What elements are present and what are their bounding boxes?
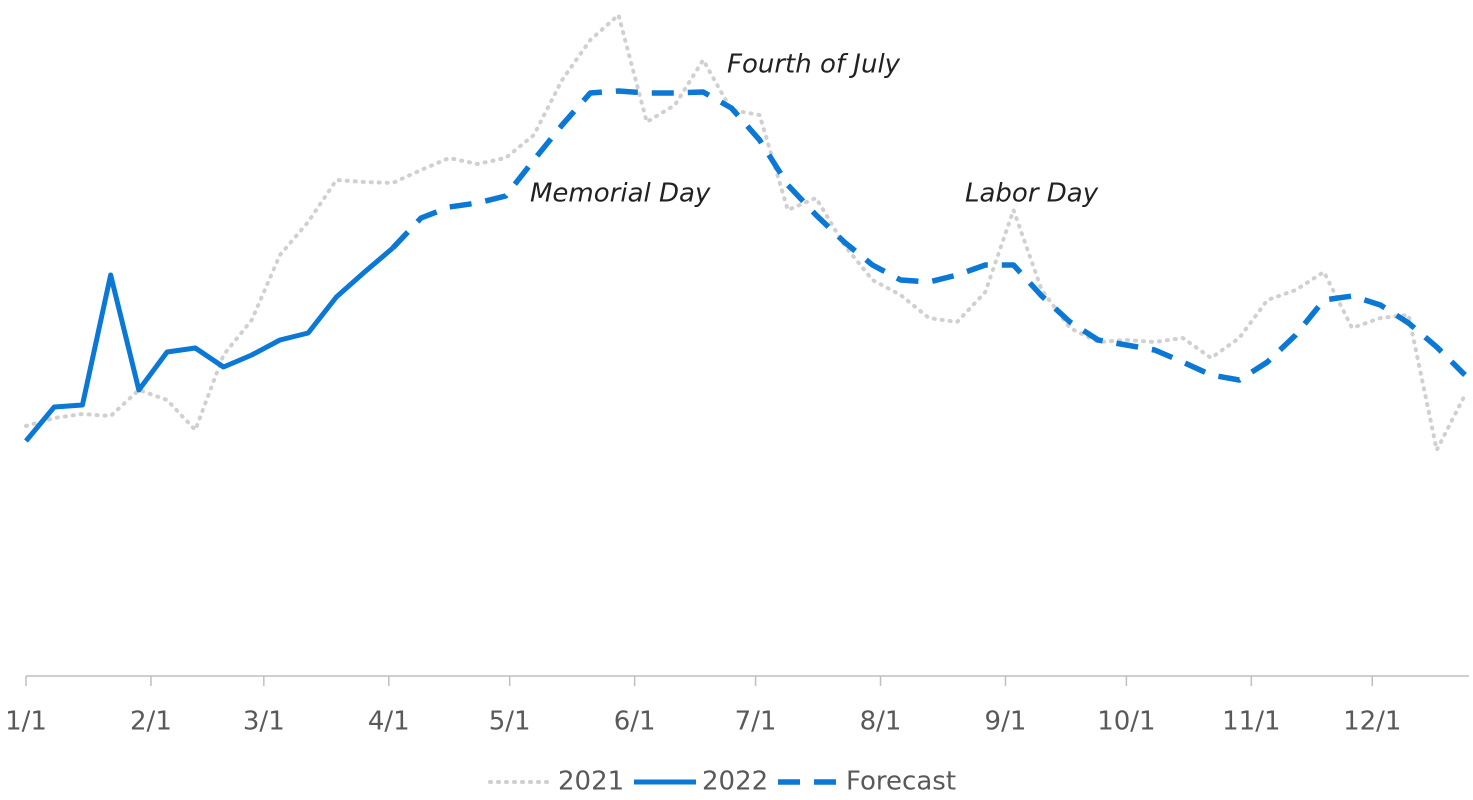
x-tick-label: 11/1 — [1222, 707, 1280, 737]
x-tick-label: 12/1 — [1343, 707, 1401, 737]
x-tick-label: 10/1 — [1097, 707, 1155, 737]
annotation: Labor Day — [965, 179, 1099, 209]
annotation: Fourth of July — [727, 50, 901, 80]
x-tick-label: 4/1 — [368, 707, 410, 737]
x-tick-label: 1/1 — [5, 707, 47, 737]
series-line — [24, 246, 395, 443]
legend-label: Forecast — [846, 767, 956, 797]
annotation: Memorial Day — [530, 179, 711, 209]
x-tick-label: 2/1 — [130, 707, 172, 737]
x-tick-label: 6/1 — [614, 707, 656, 737]
series-line — [390, 88, 1467, 383]
x-tick-label: 9/1 — [985, 707, 1027, 737]
legend-label: 2021 — [558, 767, 624, 797]
x-tick-label: 3/1 — [243, 707, 285, 737]
legend-label: 2022 — [702, 767, 768, 797]
x-tick-label: 7/1 — [735, 707, 777, 737]
x-tick-label: 8/1 — [860, 707, 902, 737]
x-tick-label: 5/1 — [489, 707, 531, 737]
series-line — [24, 13, 1467, 452]
